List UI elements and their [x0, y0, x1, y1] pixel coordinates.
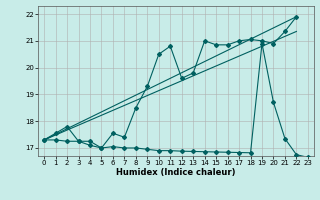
X-axis label: Humidex (Indice chaleur): Humidex (Indice chaleur) — [116, 168, 236, 177]
